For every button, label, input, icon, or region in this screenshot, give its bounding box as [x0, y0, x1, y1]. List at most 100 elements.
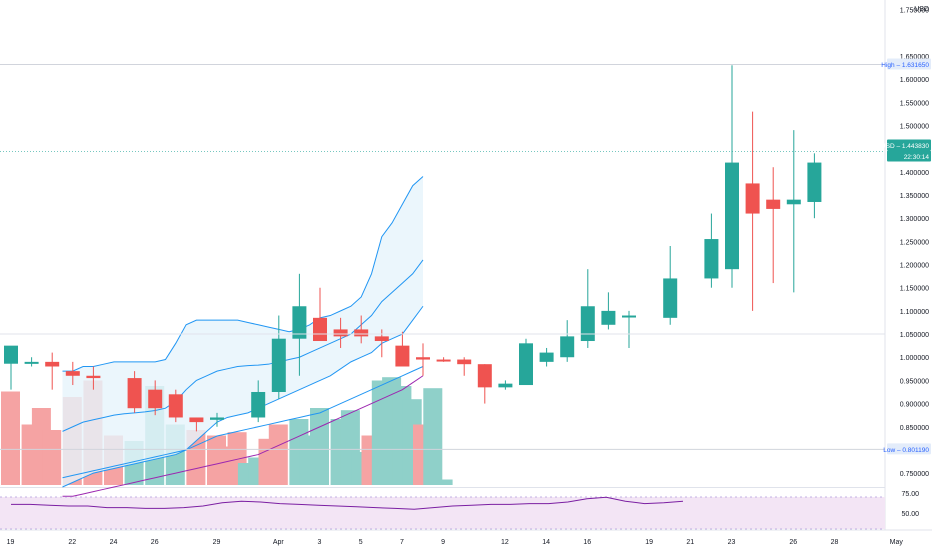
time-tick-label: 23	[728, 539, 736, 546]
candle-body[interactable]	[807, 162, 822, 202]
price-tick-label: 1.350000	[900, 193, 929, 200]
price-tick-label: 1.550000	[900, 100, 929, 107]
candle-body[interactable]	[477, 364, 492, 388]
candles	[4, 65, 822, 432]
rsi-line	[11, 496, 684, 510]
ma-blue-line	[62, 366, 424, 479]
candle-body[interactable]	[457, 359, 472, 365]
candle-body[interactable]	[374, 336, 389, 342]
candle-body[interactable]	[168, 394, 183, 418]
time-tick-label: 22	[68, 539, 76, 546]
candle-body[interactable]	[333, 329, 348, 337]
candle-body[interactable]	[189, 417, 204, 423]
candle-body[interactable]	[416, 357, 430, 360]
price-tick-label: 1.750000	[900, 8, 929, 15]
candle-body[interactable]	[601, 310, 616, 325]
candle-body[interactable]	[210, 417, 224, 420]
price-tick-label: 1.200000	[900, 263, 929, 270]
candle-body[interactable]	[292, 306, 307, 339]
low-price-tag-bg	[887, 443, 931, 455]
time-tick-label: 12	[501, 539, 509, 546]
bollinger-bands	[62, 176, 424, 488]
candle-body[interactable]	[560, 336, 575, 358]
time-tick-label: 28	[831, 539, 839, 546]
price-tick-label: 0.850000	[900, 425, 929, 432]
price-tick-label: 1.300000	[900, 216, 929, 223]
candle-body[interactable]	[4, 345, 18, 364]
price-labels: High – 1.631650 Low – 0.801190 MANAUSD – 1…	[862, 58, 931, 455]
time-tick-label: 9	[441, 539, 445, 546]
high-low-lines	[0, 63, 885, 450]
price-tick-label: 1.050000	[900, 332, 929, 339]
last-price-tag-bg	[887, 139, 931, 151]
price-tick-label: 0.950000	[900, 378, 929, 385]
candle-body[interactable]	[24, 361, 39, 364]
candle-body[interactable]	[786, 199, 801, 205]
rsi-pane	[0, 496, 885, 530]
candle-body[interactable]	[622, 315, 636, 318]
time-tick-label: 26	[151, 539, 159, 546]
candle-body[interactable]	[271, 338, 286, 392]
price-tick-label: 1.000000	[900, 355, 929, 362]
price-axis[interactable]: 1.750000 1.650000 1.600000 1.550000 1.500000…	[900, 6, 929, 518]
bollinger-upper-line	[62, 176, 424, 372]
candle-body[interactable]	[86, 375, 101, 379]
time-tick-label: 29	[213, 539, 221, 546]
volume-bar	[310, 408, 329, 485]
countdown-tag-bg	[887, 150, 931, 162]
candle-body[interactable]	[498, 383, 513, 388]
bollinger-fill	[62, 176, 423, 487]
candle-body[interactable]	[313, 317, 327, 342]
time-tick-label: 21	[686, 539, 694, 546]
candle-body[interactable]	[539, 352, 554, 362]
time-tick-label: 7	[400, 539, 404, 546]
volume-bar	[42, 430, 62, 485]
time-tick-label: May	[890, 539, 904, 546]
time-tick-label: 14	[542, 539, 550, 546]
high-price-tag-bg	[887, 58, 931, 70]
candle-body[interactable]	[663, 278, 678, 318]
candle-body[interactable]	[519, 343, 533, 386]
rsi-tick-label: 50.00	[901, 511, 919, 518]
candle-body[interactable]	[580, 306, 595, 342]
high-price-tag: High – 1.631650	[881, 62, 929, 69]
candle-body[interactable]	[251, 391, 266, 418]
time-tick-label: 24	[110, 539, 118, 546]
volume-bar	[268, 424, 288, 485]
price-tick-label: 1.600000	[900, 77, 929, 84]
rsi-tick-label: 75.00	[901, 491, 919, 498]
candle-body[interactable]	[436, 359, 451, 362]
volume-bar	[423, 388, 443, 485]
time-tick-label: 19	[7, 539, 15, 546]
candle-body[interactable]	[725, 162, 739, 270]
bollinger-middle-line	[62, 259, 424, 432]
moving-averages	[62, 366, 424, 497]
low-price-tag: Low – 0.801190	[883, 447, 929, 454]
candle-body[interactable]	[354, 329, 369, 337]
time-axis[interactable]: 19 22 24 26 29 Apr 3 5 7 9 12 14 16 19 21 23 26 28 May	[7, 539, 904, 546]
grid	[0, 0, 932, 531]
time-tick-label: 5	[359, 539, 363, 546]
price-tick-label: 0.900000	[900, 402, 929, 409]
time-tick-label: 19	[645, 539, 653, 546]
last-price-tag: MANAUSD – 1.443830	[862, 143, 929, 150]
price-tick-label: 1.650000	[900, 54, 929, 61]
time-tick-label: 3	[318, 539, 322, 546]
candle-body[interactable]	[395, 345, 410, 367]
candle-body[interactable]	[766, 199, 781, 209]
price-tick-label: 1.150000	[900, 286, 929, 293]
candle-body[interactable]	[45, 361, 60, 367]
candle-body[interactable]	[745, 183, 760, 214]
price-tick-label: 1.400000	[900, 170, 929, 177]
price-tick-label: 0.750000	[900, 471, 929, 478]
candle-body[interactable]	[148, 389, 163, 409]
volume-bar	[433, 479, 453, 485]
rsi-band	[0, 497, 885, 529]
candle-body[interactable]	[65, 371, 80, 376]
candle-body[interactable]	[127, 378, 142, 409]
volume-bar	[1, 391, 20, 485]
candle-body[interactable]	[704, 239, 719, 279]
price-tick-label: 1.100000	[900, 309, 929, 316]
